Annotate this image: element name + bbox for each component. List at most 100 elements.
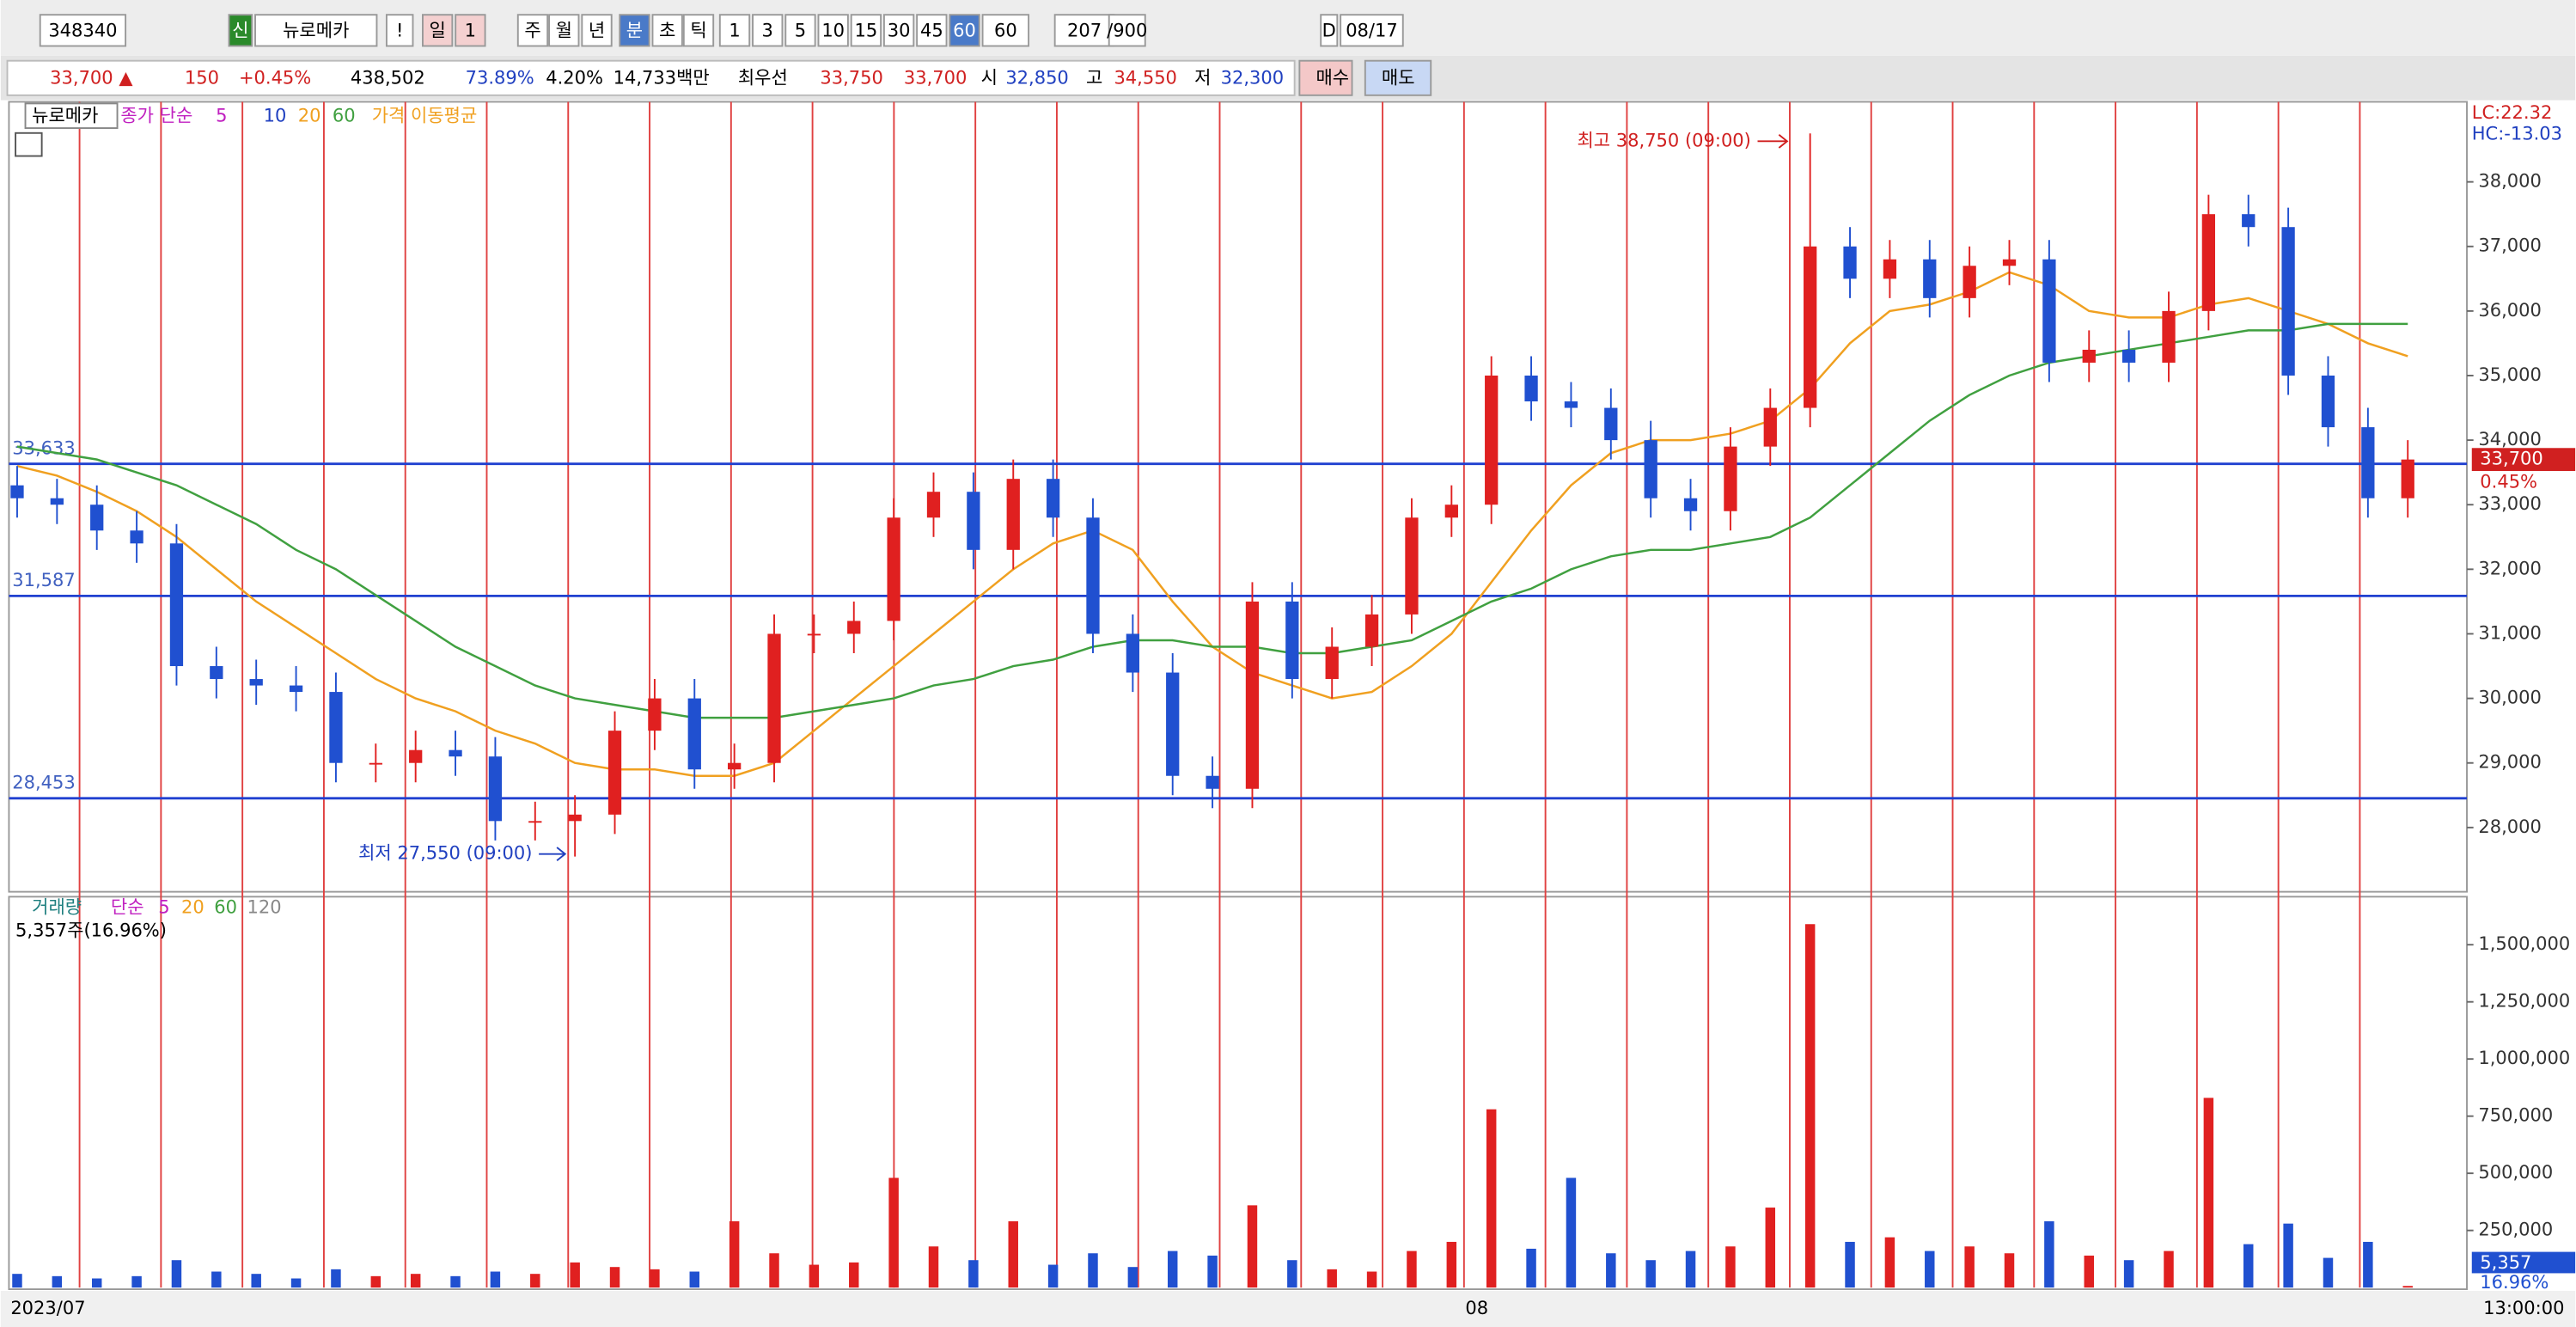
legend-title: 뉴로메카 <box>32 105 98 126</box>
corner-label: HC:-13.03 <box>2472 123 2562 144</box>
volume-bar <box>2044 1221 2054 1288</box>
low-arrow <box>539 847 567 862</box>
volume-bar <box>331 1269 341 1288</box>
toolbar-button[interactable] <box>385 14 414 47</box>
order-button[interactable] <box>1298 59 1353 96</box>
toolbar-button[interactable] <box>422 14 454 47</box>
toolbar-button[interactable] <box>850 14 882 47</box>
quote-field: 매수 <box>1315 67 1349 89</box>
candle-body <box>1923 259 1937 298</box>
volume-bar <box>570 1262 580 1288</box>
y-tick-label: 34,000 <box>2478 428 2541 449</box>
toolbar-button[interactable] <box>1340 14 1404 47</box>
quote-field: 32,300 <box>1221 67 1284 89</box>
candle-body <box>1604 407 1618 441</box>
quote-field: 150 <box>185 67 219 89</box>
volume-bar <box>1047 1264 1059 1288</box>
candle-body <box>2281 227 2295 376</box>
toolbar-button[interactable] <box>784 14 816 47</box>
toolbar-label: 30 <box>888 19 911 40</box>
quote-field: 4.20% <box>546 67 603 89</box>
volume-bar <box>729 1221 740 1288</box>
x-label: 13:00:00 <box>2483 1297 2564 1318</box>
high-annotation: 최고 38,750 (09:00) <box>1577 129 1750 150</box>
toolbar-label: ! <box>396 19 403 40</box>
toolbar-button[interactable] <box>718 14 751 47</box>
volume-bar <box>1008 1221 1018 1288</box>
candle-body <box>1006 479 1020 550</box>
legend-item: 5 <box>216 105 227 126</box>
toolbar-label: 분 <box>626 19 643 40</box>
candle-body <box>648 698 662 731</box>
volume-bar <box>2164 1251 2174 1288</box>
toolbar-button[interactable] <box>916 14 948 47</box>
toolbar-button[interactable] <box>548 14 580 47</box>
toolbar-button[interactable] <box>981 14 1030 47</box>
order-button[interactable] <box>1364 59 1432 96</box>
volume-bar <box>928 1246 939 1288</box>
price-panel <box>8 101 2468 893</box>
quote-field: 최우선 <box>738 67 788 89</box>
volume-bar <box>1845 1241 1855 1288</box>
volume-legend: 60 <box>214 896 237 918</box>
candle-body <box>2242 214 2256 228</box>
volume-bar <box>1446 1241 1457 1288</box>
candle-body <box>1524 375 1538 402</box>
toolbar-label: 60 <box>994 19 1017 40</box>
candle-body <box>1564 401 1578 408</box>
volume-bar <box>1486 1109 1497 1288</box>
quote-field: 33,700 <box>904 67 967 89</box>
x-label: 2023/07 <box>10 1297 85 1318</box>
volume-bar <box>849 1262 859 1288</box>
toolbar-button[interactable] <box>1108 14 1146 47</box>
quote-field: 438,502 <box>351 67 425 89</box>
candle-body <box>1843 246 1857 279</box>
candle-body <box>807 633 821 636</box>
volume-bar <box>1685 1251 1696 1288</box>
toolbar-button[interactable] <box>228 14 253 47</box>
legend-item: 10 <box>264 105 287 126</box>
toolbar-button[interactable] <box>682 14 715 47</box>
candle-body <box>2121 349 2136 363</box>
time-axis <box>0 1290 2576 1327</box>
toolbar-button[interactable] <box>949 14 980 47</box>
volume-bar <box>769 1253 779 1288</box>
candle-body <box>2321 375 2335 428</box>
candle-body <box>1763 407 1777 447</box>
candle-body <box>249 679 263 686</box>
toolbar-button[interactable] <box>581 14 613 47</box>
toolbar-button[interactable] <box>882 14 915 47</box>
volume-bar <box>450 1275 461 1288</box>
toolbar-button[interactable] <box>254 14 378 47</box>
toolbar-button[interactable] <box>752 14 784 47</box>
volume-bar <box>490 1271 501 1288</box>
candle-body <box>1206 775 1219 789</box>
toolbar-button[interactable] <box>651 14 683 47</box>
toolbar-button[interactable] <box>1320 14 1339 47</box>
volume-bar <box>1167 1251 1178 1288</box>
toolbar-label: 뉴로메카 <box>283 19 349 40</box>
volume-bar <box>1366 1271 1377 1288</box>
volume-bar <box>410 1274 421 1288</box>
volume-bar <box>1765 1208 1776 1288</box>
toolbar-label: 초 <box>659 19 675 40</box>
volume-legend: 단순 <box>111 896 144 918</box>
volume-bar <box>1964 1246 1975 1288</box>
volume-bar <box>290 1278 302 1288</box>
toolbar-button[interactable] <box>619 14 650 47</box>
volume-bar <box>1925 1251 1935 1288</box>
toolbar-button[interactable] <box>455 14 486 47</box>
quote-field: 34,550 <box>1114 67 1176 89</box>
candle-body <box>50 498 64 505</box>
toolbar-button[interactable] <box>516 14 549 47</box>
y-tick-label: 35,000 <box>2478 364 2541 385</box>
candle-body <box>607 731 622 815</box>
low-annotation: 최저 27,550 (09:00) <box>358 842 532 864</box>
candle-body <box>488 756 503 822</box>
toolbar-button[interactable] <box>817 14 849 47</box>
toolbar-label: 5 <box>795 19 806 40</box>
toolbar-button[interactable] <box>39 14 127 47</box>
volume-legend: 5 <box>158 896 169 918</box>
volume-tag-label: 5,357 <box>2480 1251 2531 1273</box>
